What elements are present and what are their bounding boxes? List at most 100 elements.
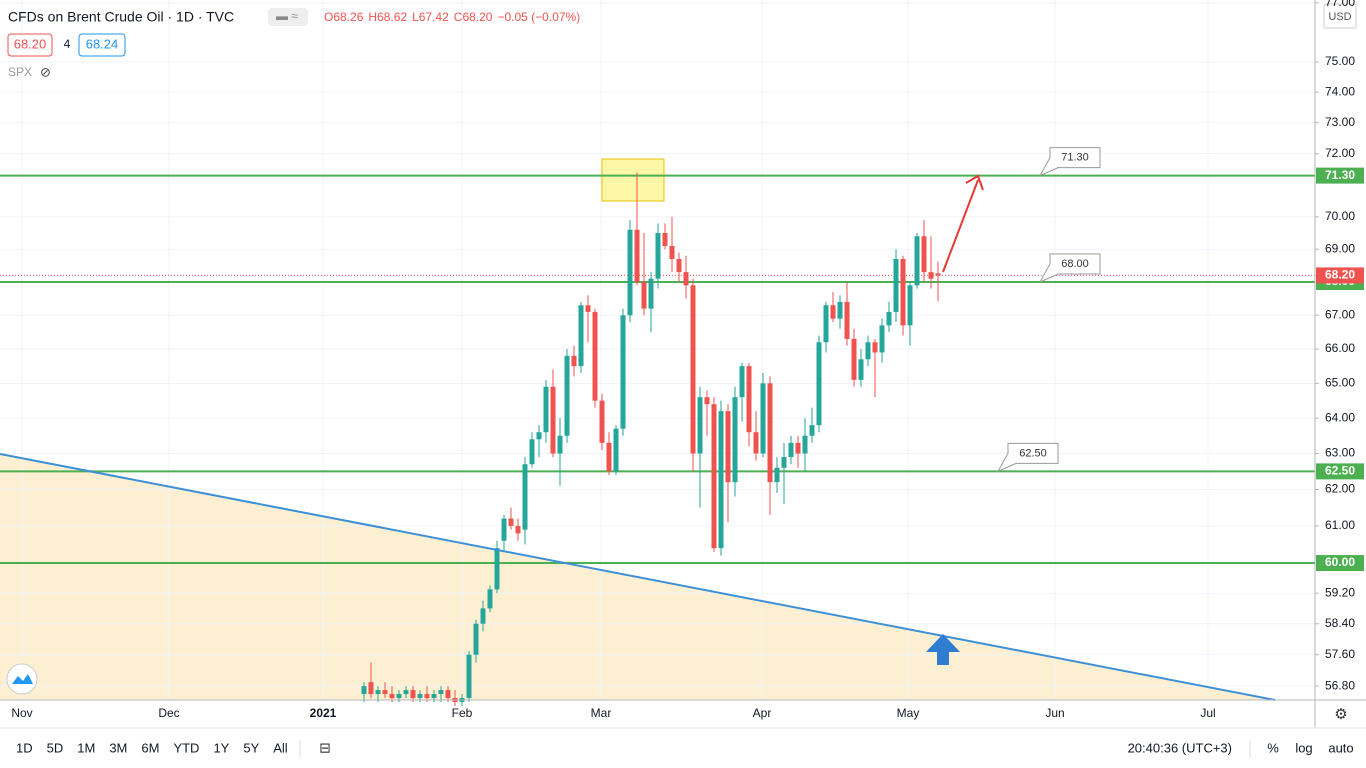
candle-body (683, 272, 689, 286)
y-tick-label: 63.00 (1325, 446, 1355, 460)
sell-box[interactable] (7, 33, 53, 57)
visibility-icon[interactable]: ⊘ (40, 64, 51, 79)
date-range-icon[interactable]: ⊟ (319, 740, 331, 756)
candle-body (907, 285, 913, 326)
candle-body (837, 301, 843, 319)
candle-body (445, 690, 451, 699)
candle-body (396, 694, 402, 699)
x-tick-label: Mar (591, 706, 612, 720)
candle-body (928, 272, 934, 279)
candle-body (515, 525, 521, 534)
candle-body (529, 439, 535, 465)
candle-body (921, 236, 927, 273)
candle-body (571, 355, 577, 367)
candle-body (487, 589, 493, 609)
indicator-name: SPX (8, 65, 32, 79)
scale-option[interactable]: % (1267, 740, 1279, 755)
y-tick-label: 67.00 (1325, 307, 1355, 321)
buy-box[interactable] (78, 33, 126, 57)
scale-option[interactable]: log (1295, 740, 1312, 755)
level-price-label: 60.00 (1325, 555, 1355, 569)
range-button[interactable]: 5D (47, 740, 64, 755)
currency: USD (1328, 11, 1351, 23)
candle-body (466, 654, 472, 699)
ohlc-value: C68.20 (454, 10, 493, 24)
y-tick-label: 74.00 (1325, 84, 1355, 98)
trend-line (0, 453, 1276, 701)
settings-icon[interactable]: ⚙ (1334, 706, 1347, 723)
x-tick-label: Nov (11, 706, 32, 720)
compare-toggle[interactable] (268, 8, 308, 26)
logo-icon (12, 674, 33, 684)
candle-body (361, 686, 367, 695)
candle-body (879, 325, 885, 353)
candle-body (557, 435, 563, 454)
candle-body (634, 229, 640, 283)
candle-body (627, 229, 633, 316)
range-button[interactable]: 3M (109, 740, 127, 755)
range-button[interactable]: All (273, 740, 288, 755)
candle-body (704, 397, 710, 405)
callout (996, 442, 1059, 473)
callout-label: 71.30 (1061, 152, 1089, 164)
marks (0, 172, 1315, 706)
candle-body (802, 435, 808, 454)
last-price-label: 68.20 (1325, 268, 1355, 282)
y-tick-label: 62.00 (1325, 482, 1355, 496)
candle-body (410, 690, 416, 699)
candle-body (480, 608, 486, 624)
candle-body (648, 278, 654, 309)
candle-body (438, 690, 444, 695)
highlight-box (601, 158, 665, 202)
candle-body (914, 236, 920, 286)
candle-body (718, 411, 724, 549)
candle-body (578, 305, 584, 367)
range-button[interactable]: YTD (173, 740, 199, 755)
candle-body (851, 338, 857, 380)
range-button[interactable]: 1M (77, 740, 95, 755)
x-tick-label: 2021 (310, 706, 337, 720)
y-tick-label: 59.20 (1325, 585, 1355, 599)
candle-body (585, 305, 591, 312)
candle-body (760, 383, 766, 454)
candle-body (809, 425, 815, 436)
candle-body (564, 355, 570, 436)
up-arrow (926, 634, 960, 665)
candle-body (872, 342, 878, 353)
callout (1038, 147, 1101, 177)
candle-body (893, 259, 899, 312)
y-tick-label: 64.00 (1325, 410, 1355, 424)
x-tick-label: May (897, 706, 920, 720)
range-button[interactable]: 1D (16, 740, 33, 755)
candle-body (550, 386, 556, 454)
candle-body (592, 311, 598, 401)
candle-body (494, 548, 500, 590)
level-price-label: 71.30 (1325, 168, 1355, 182)
candle-body (816, 342, 822, 426)
candle-body (774, 467, 780, 483)
currency-box[interactable] (1323, 3, 1357, 29)
ohlc-value: L67.42 (412, 10, 449, 24)
range-button[interactable]: 6M (141, 740, 159, 755)
candle-body (767, 383, 773, 483)
logo[interactable] (6, 663, 38, 695)
candle-body (403, 690, 409, 695)
range-button[interactable]: 1Y (213, 740, 229, 755)
y-tick-label: 75.00 (1325, 54, 1355, 68)
y-tick-label: 65.00 (1325, 375, 1355, 389)
candle-body (368, 682, 374, 695)
ohlc-value: −0.05 (−0.07%) (497, 10, 580, 24)
range-button[interactable]: 5Y (243, 740, 259, 755)
scale-option[interactable]: auto (1328, 740, 1353, 755)
candle-body (788, 442, 794, 458)
candle-body (599, 400, 605, 443)
candle-body (823, 305, 829, 343)
candle-body (935, 273, 941, 276)
candle-body (732, 397, 738, 483)
candle-body (739, 366, 745, 398)
forecast-arrow (942, 179, 979, 273)
level-price-label: 62.50 (1325, 464, 1355, 478)
candle-body (473, 623, 479, 655)
x-tick-label: Jul (1200, 706, 1215, 720)
y-tick-label: 57.60 (1325, 647, 1355, 661)
